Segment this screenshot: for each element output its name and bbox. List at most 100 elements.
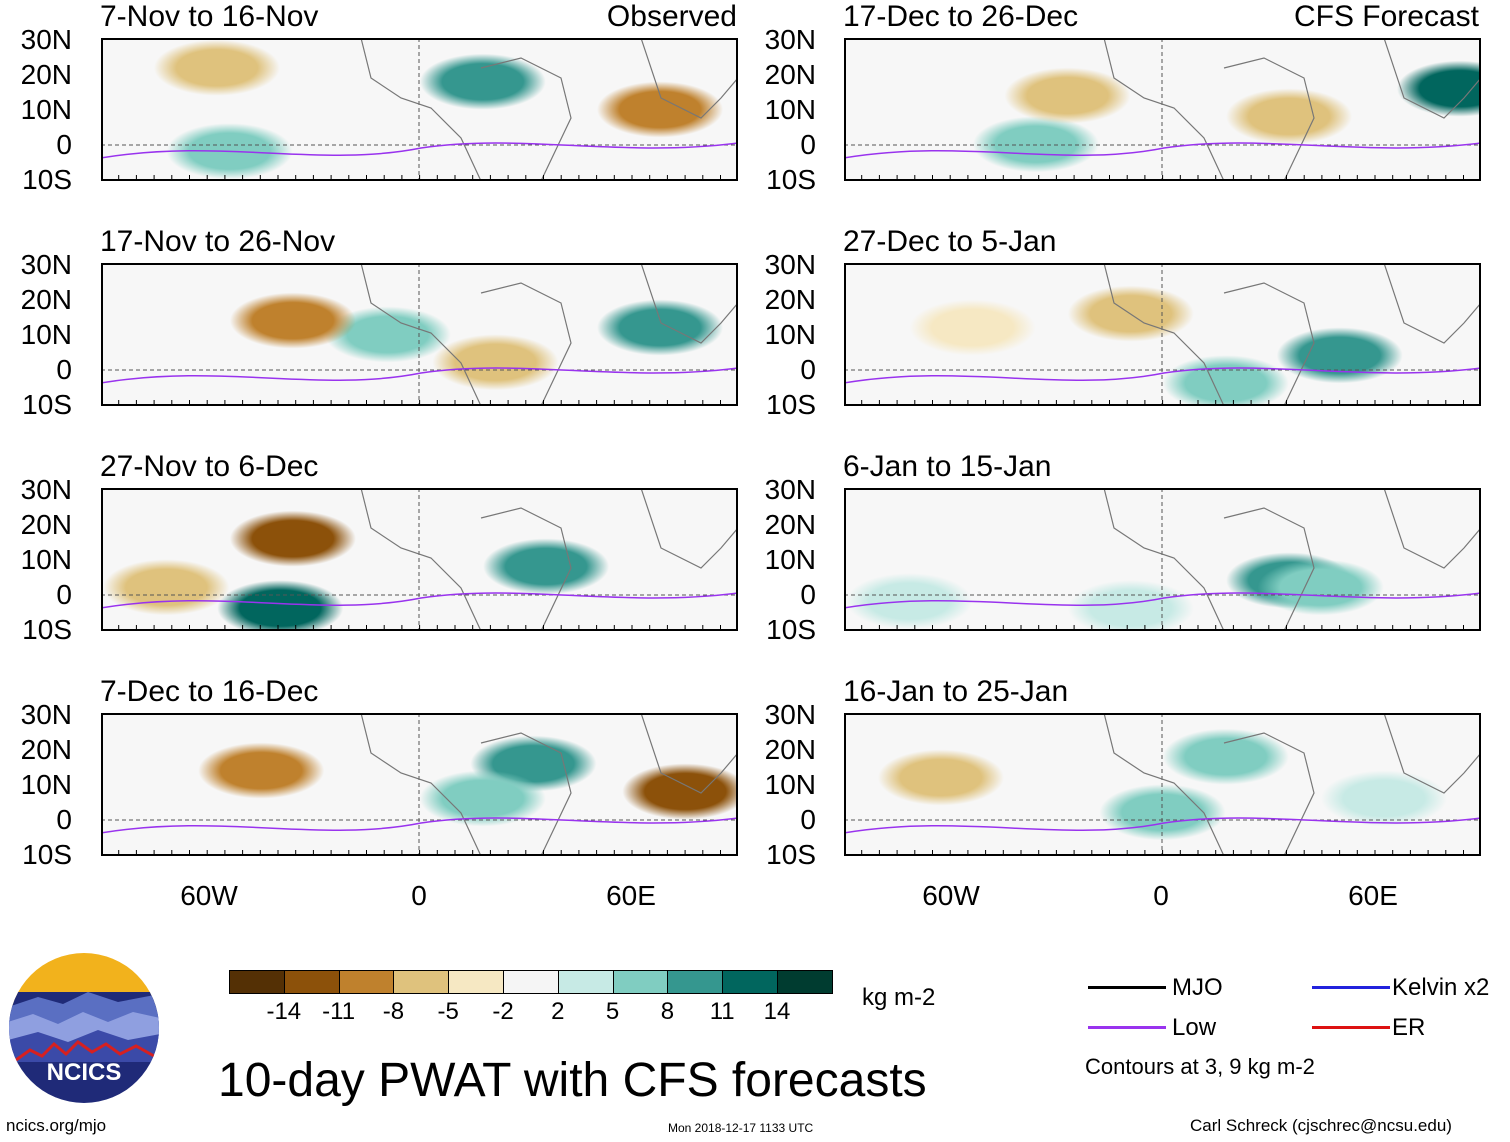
panel-title-obs4: 7-Dec to 16-Dec [100,675,319,708]
coastline [360,40,736,179]
lat-label: 10N [764,544,816,575]
colorbar-box [393,970,450,994]
panel-title-fc2: 27-Dec to 5-Jan [843,225,1057,258]
lat-label: 10S [22,614,72,645]
lat-label: 10S [766,614,816,645]
lat-label: 30N [20,24,72,55]
colorbar-box [777,970,833,994]
legend-line-low [1088,1026,1166,1029]
lon-label-0-left: 0 [411,880,427,911]
logo-text: NCICS [47,1059,122,1086]
panel-title-fc3: 6-Jan to 15-Jan [843,450,1052,483]
lat-label: 0 [800,354,816,385]
low-contour [103,592,736,609]
legend-line-mjo [1088,986,1166,989]
panel-title-obs1: 7-Nov to 16-Nov [100,0,319,33]
lat-label: 20N [20,59,72,90]
lat-label: 10S [22,389,72,420]
lat-label: 10N [20,769,72,800]
lat-label: 10N [20,544,72,575]
ncics-logo: NCICS [8,952,160,1104]
lon-label-60w-right: 60W [922,880,980,911]
lat-label: 10N [764,769,816,800]
legend-label-kelvin: Kelvin x2 [1392,974,1490,1001]
low-contour [846,817,1479,834]
low-contour [846,367,1479,384]
lat-label: 10S [766,389,816,420]
legend-label-er: ER [1392,1014,1426,1041]
colorbar-box [722,970,778,994]
colorbar-box [448,970,504,994]
lat-label: 0 [56,354,72,385]
colorbar-tick-label: 5 [605,998,620,1025]
colorbar-box [557,970,614,994]
lat-label: 20N [764,284,816,315]
units-label: kg m-2 [862,984,936,1011]
low-contour [846,592,1479,609]
lat-label: 0 [56,579,72,610]
colorbar-box [283,970,340,994]
lat-label: 30N [20,474,72,505]
colorbar-tick-label: 8 [660,998,675,1025]
lat-label: 10N [764,94,816,125]
colorbar-tick-label: -11 [322,998,356,1025]
colorbar-box [229,970,285,994]
lat-label: 20N [764,734,816,765]
legend-label-mjo: MJO [1172,974,1223,1001]
lat-label: 0 [800,804,816,835]
lat-label: 0 [56,129,72,160]
lat-label: 10N [20,94,72,125]
coastline [360,265,736,404]
coastline [1103,265,1479,404]
lat-label: 10N [20,319,72,350]
coastline [1103,715,1479,854]
map-panel-obs2 [101,263,738,406]
map-panel-obs4 [101,713,738,856]
lon-label-0-right: 0 [1153,880,1169,911]
lat-label: 20N [20,509,72,540]
lat-label: 0 [56,804,72,835]
lat-label: 10S [22,164,72,195]
panel-label-obs1: Observed [606,0,737,33]
lat-label: 0 [800,579,816,610]
map-panel-obs3 [101,488,738,631]
lat-label: 30N [764,249,816,280]
low-contour [103,817,736,834]
map-panel-fc2 [844,263,1481,406]
panel-title-fc1: 17-Dec to 26-Dec [843,0,1079,33]
colorbar-tick-label: 2 [551,998,565,1025]
colorbar-tick-label: -5 [437,998,459,1025]
legend-line-kelvin [1312,986,1390,989]
lat-label: 30N [20,699,72,730]
colorbar-box [338,970,395,994]
colorbar-box [612,970,669,994]
low-contour [846,142,1479,159]
lat-label: 10S [766,839,816,870]
colorbar-tick-label: -2 [492,998,514,1025]
map-panel-fc3 [844,488,1481,631]
lat-label: 20N [20,734,72,765]
colorbar-tick-label: 14 [763,998,791,1025]
lat-label: 0 [800,129,816,160]
contours-note: Contours at 3, 9 kg m-2 [1085,1054,1315,1079]
footer-url[interactable]: ncics.org/mjo [6,1116,107,1135]
panel-title-obs2: 17-Nov to 26-Nov [100,225,336,258]
coastline [360,490,736,629]
legend-line-er [1312,1026,1390,1029]
lon-label-60e-right: 60E [1348,880,1398,911]
colorbar-tick-label: 11 [709,998,735,1025]
low-contour [103,367,736,384]
panel-title-obs3: 27-Nov to 6-Dec [100,450,319,483]
coastline [1103,40,1479,179]
main-title: 10-day PWAT with CFS forecasts [218,1054,927,1107]
colorbar-tick-label: -14 [266,998,302,1025]
lat-label: 10S [22,839,72,870]
colorbar-box [667,970,724,994]
lat-label: 10N [764,319,816,350]
lat-label: 20N [764,509,816,540]
map-panel-fc4 [844,713,1481,856]
colorbar-tick-label: -8 [382,998,405,1025]
lat-label: 30N [20,249,72,280]
map-panel-fc1 [844,38,1481,181]
panel-title-fc4: 16-Jan to 25-Jan [843,675,1069,708]
